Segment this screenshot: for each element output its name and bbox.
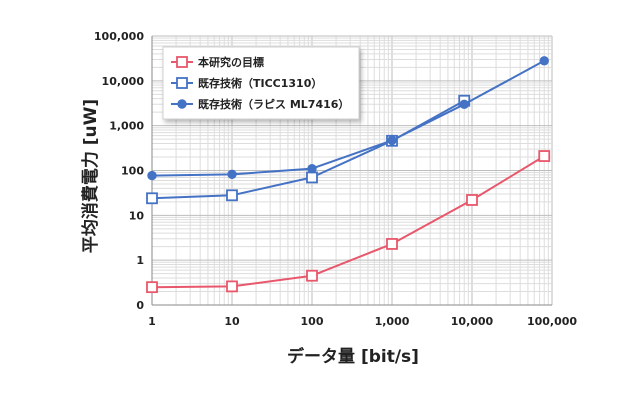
legend-label: 本研究の目標 — [198, 55, 264, 69]
data-point — [227, 169, 237, 180]
data-point — [306, 171, 318, 184]
y-tick-label: 10,000 — [102, 75, 145, 88]
data-point — [307, 163, 317, 174]
x-axis-label: データ量 [bit/s] — [287, 346, 419, 367]
y-tick-label: 1,000 — [109, 120, 144, 133]
legend-marker — [176, 77, 188, 89]
series-line — [151, 59, 545, 177]
x-tick-label: 100 — [301, 315, 324, 328]
legend-box — [162, 46, 360, 120]
legend-entry: 既存技術（ラピス ML7416） — [171, 97, 349, 111]
y-tick-labels: 0 1 10 100 1,000 10,000 100,000 — [94, 30, 144, 312]
data-point — [459, 99, 469, 109]
data-point — [387, 135, 397, 146]
axes — [151, 36, 552, 306]
legend-marker — [177, 99, 187, 109]
y-tick-label: 1 — [136, 254, 144, 267]
legend-marker — [176, 56, 188, 68]
series-1 — [146, 150, 551, 294]
data-point — [386, 238, 398, 250]
data-point — [226, 280, 238, 293]
y-tick-label: 100,000 — [94, 30, 144, 43]
data-point — [538, 150, 551, 162]
data-point — [539, 56, 549, 66]
series-line — [151, 155, 545, 289]
data-series — [146, 56, 551, 294]
data-point — [146, 192, 158, 205]
legend-label: 既存技術（ラピス ML7416） — [198, 97, 349, 111]
x-tick-labels: 1 10 100 1,000 10,000 100,000 — [148, 315, 577, 328]
data-point — [146, 281, 158, 294]
y-tick-label: 100 — [121, 165, 144, 178]
series-3 — [147, 56, 549, 181]
y-tick-label: 10 — [129, 209, 145, 222]
x-tick-label: 10 — [224, 315, 240, 328]
y-tick-label: 0 — [136, 299, 144, 312]
legend-entry: 既存技術（TICC1310） — [171, 76, 322, 90]
x-tick-label: 100,000 — [527, 315, 577, 328]
legend-entry: 本研究の目標 — [171, 55, 264, 69]
data-point — [306, 269, 318, 282]
data-point — [147, 170, 157, 181]
data-point — [466, 194, 478, 206]
x-tick-label: 10,000 — [451, 315, 494, 328]
x-tick-label: 1 — [148, 315, 156, 328]
legend-label: 既存技術（TICC1310） — [198, 76, 322, 90]
data-point — [226, 189, 238, 202]
y-axis-label: 平均消費電力 [uW] — [80, 99, 101, 253]
x-tick-label: 1,000 — [375, 315, 410, 328]
